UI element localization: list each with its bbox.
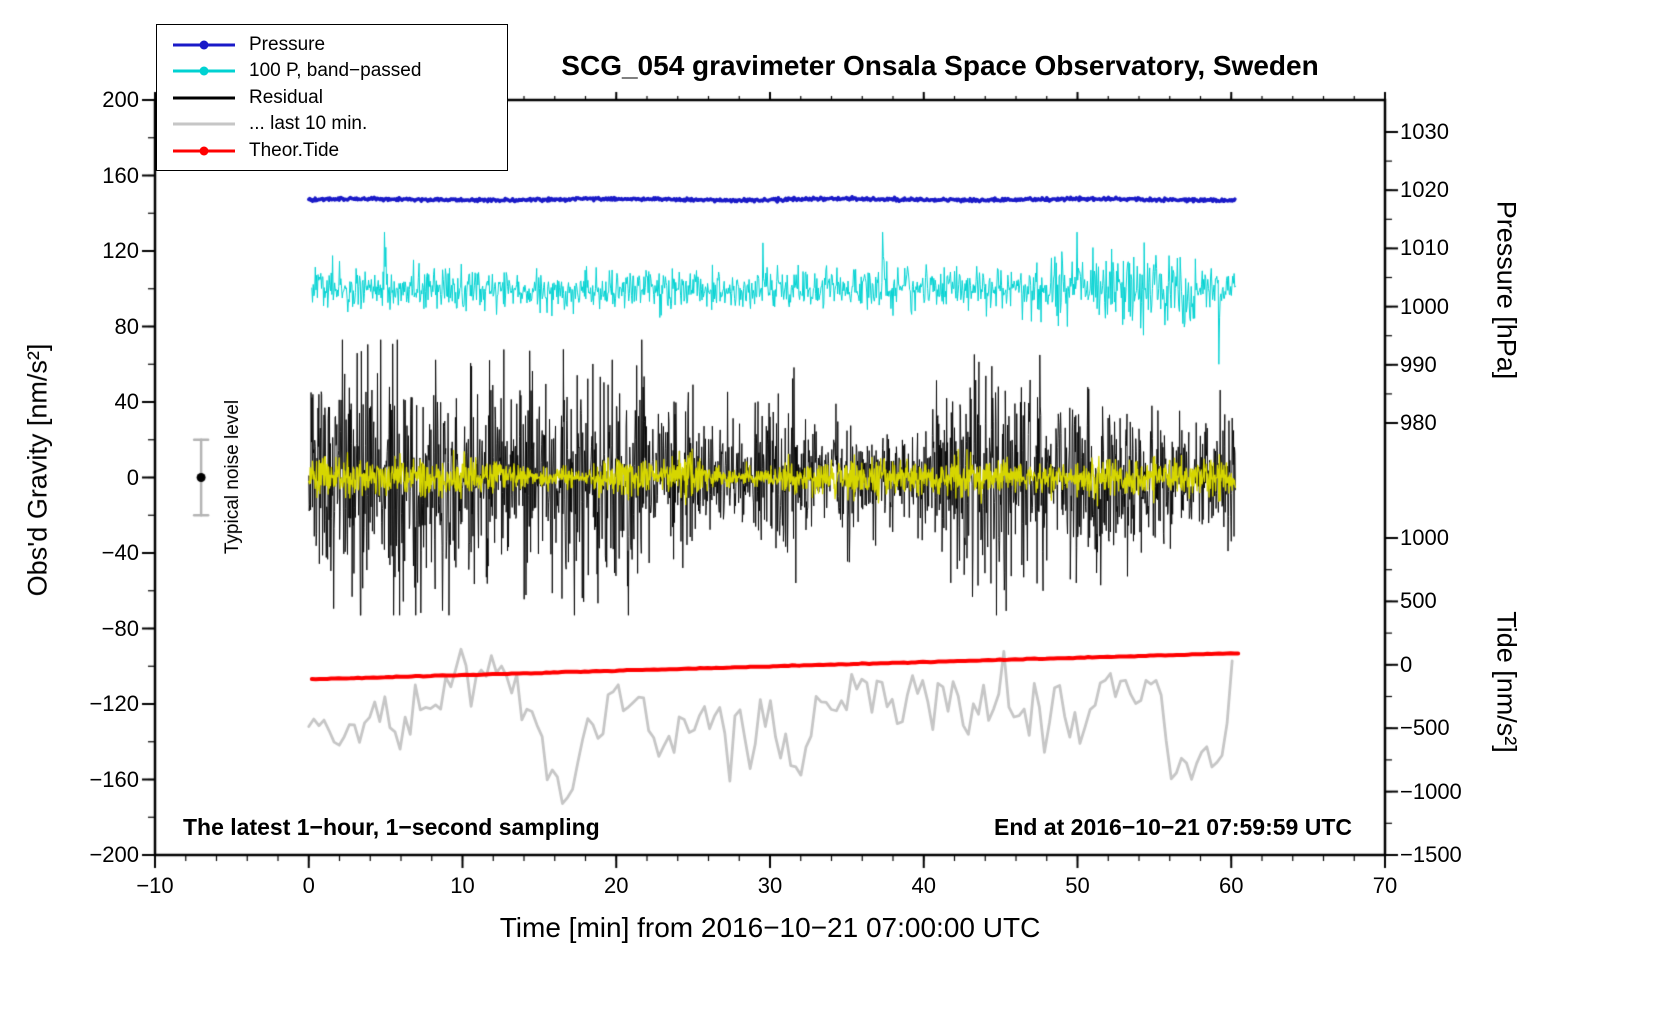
tick-label-bottom: −10 bbox=[136, 873, 174, 898]
legend-line-dot-swatch bbox=[173, 64, 235, 78]
tick-label-right: 1030 bbox=[1400, 119, 1449, 144]
legend-line-dot-swatch bbox=[173, 144, 235, 158]
tick-label-right: 1000 bbox=[1400, 525, 1449, 550]
legend-line-swatch bbox=[173, 91, 235, 105]
tick-label-bottom: 20 bbox=[604, 873, 629, 898]
tick-label-left: 0 bbox=[126, 464, 139, 490]
tick-label-right: 500 bbox=[1400, 588, 1437, 614]
tick-label-bottom: 0 bbox=[302, 873, 315, 898]
tick-label-right: 0 bbox=[1400, 651, 1413, 677]
legend: Pressure 100 P, band−passed Residual ... la… bbox=[156, 24, 508, 171]
tick-label-left: 200 bbox=[102, 87, 139, 112]
tick-label-right: 1000 bbox=[1400, 293, 1449, 319]
pressure-axis-title: Pressure [hPa] bbox=[1491, 200, 1522, 380]
legend-label: Pressure bbox=[249, 33, 326, 55]
tick-label-left: −80 bbox=[101, 615, 139, 641]
legend-item: Theor.Tide bbox=[173, 138, 507, 163]
tick-label-right: 1020 bbox=[1400, 177, 1449, 203]
legend-item: Residual bbox=[173, 85, 507, 110]
tick-label-bottom: 60 bbox=[1219, 873, 1244, 898]
legend-label: Theor.Tide bbox=[249, 139, 340, 161]
tick-label-bottom: 70 bbox=[1372, 873, 1398, 898]
tick-label-right: −1000 bbox=[1400, 778, 1462, 804]
legend-label: ... last 10 min. bbox=[249, 113, 368, 134]
end-time-annotation: End at 2016−10−21 07:59:59 UTC bbox=[994, 814, 1352, 840]
tick-label-right: 990 bbox=[1400, 351, 1437, 377]
tick-label-bottom: 30 bbox=[757, 873, 783, 898]
tick-label-right: −1500 bbox=[1400, 842, 1462, 867]
noise-level-label: Typical noise level bbox=[222, 399, 243, 555]
legend-item: ... last 10 min. bbox=[173, 112, 507, 137]
tick-label-bottom: 10 bbox=[450, 873, 475, 898]
sampling-annotation: The latest 1−hour, 1−second sampling bbox=[183, 814, 600, 840]
tick-label-right: 1010 bbox=[1400, 235, 1449, 261]
tick-label-right: −500 bbox=[1400, 715, 1450, 741]
legend-label: Residual bbox=[249, 86, 323, 108]
legend-line-dot-swatch bbox=[173, 38, 235, 52]
tick-label-left: −160 bbox=[89, 766, 139, 792]
legend-item: 100 P, band−passed bbox=[173, 59, 507, 84]
tick-label-bottom: 40 bbox=[911, 873, 936, 898]
tick-label-bottom: 50 bbox=[1065, 873, 1090, 898]
tick-label-left: −200 bbox=[89, 842, 139, 867]
tide-axis-title: Tide [nm/s²] bbox=[1491, 611, 1522, 753]
tick-label-left: −40 bbox=[101, 540, 139, 565]
legend-item: Pressure bbox=[173, 32, 507, 57]
tick-label-left: 120 bbox=[102, 238, 139, 263]
tick-label-left: 80 bbox=[114, 313, 139, 339]
tick-label-left: −120 bbox=[89, 691, 139, 716]
legend-line-swatch bbox=[173, 117, 235, 131]
tick-label-left: 160 bbox=[102, 162, 139, 188]
chart-title: SCG_054 gravimeter Onsala Space Observat… bbox=[561, 50, 1319, 81]
x-axis-title: Time [min] from 2016−10−21 07:00:00 UTC bbox=[499, 912, 1041, 943]
legend-label: 100 P, band−passed bbox=[249, 60, 422, 81]
tick-label-left: 40 bbox=[114, 389, 139, 414]
tick-label-right: 980 bbox=[1400, 410, 1437, 435]
